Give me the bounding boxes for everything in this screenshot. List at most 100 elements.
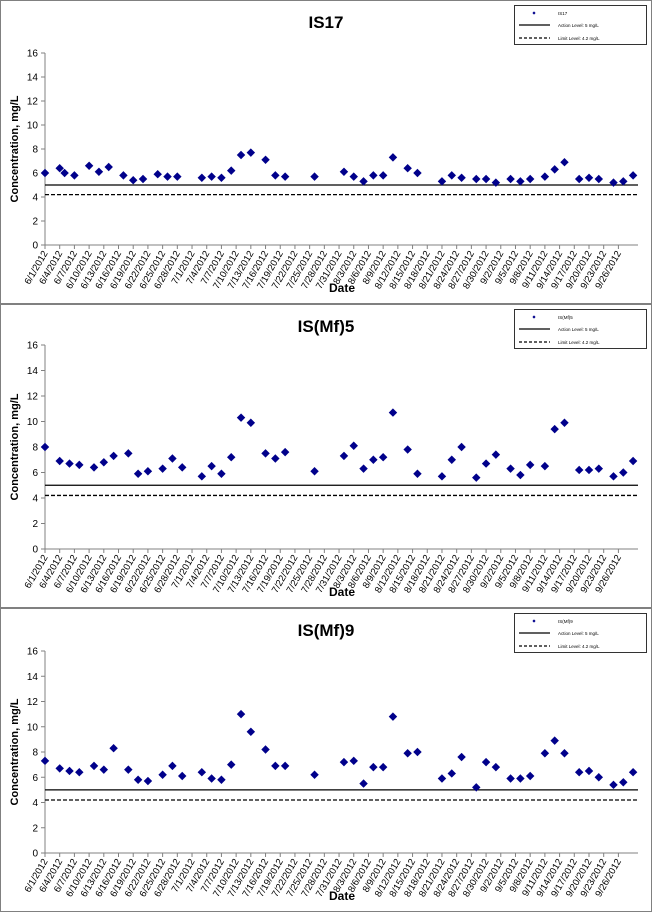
data-point	[619, 177, 628, 186]
data-point	[280, 172, 290, 181]
data-point	[84, 161, 94, 171]
y-tick-label: 6	[32, 773, 38, 784]
data-point	[472, 174, 481, 184]
y-tick-label: 10	[27, 121, 39, 132]
data-point	[173, 172, 182, 181]
data-point	[378, 762, 388, 772]
data-point	[177, 771, 187, 781]
y-tick-label: 12	[27, 392, 39, 403]
y-tick-label: 16	[27, 647, 39, 658]
data-point	[584, 465, 594, 475]
data-point	[168, 454, 177, 463]
data-point	[310, 467, 319, 476]
data-point	[109, 451, 118, 461]
y-tick-label: 0	[32, 241, 38, 252]
legend-action-label: Action Level: 5 mg/L	[558, 23, 599, 28]
data-point	[310, 172, 319, 181]
data-point	[236, 150, 246, 160]
data-point	[369, 455, 378, 464]
data-point	[207, 774, 216, 783]
y-tick-label: 14	[27, 73, 39, 84]
data-point	[472, 783, 481, 792]
data-point	[628, 171, 638, 180]
data-point	[369, 762, 378, 772]
data-point	[227, 760, 236, 769]
data-point	[506, 174, 515, 184]
data-point	[413, 168, 422, 178]
data-point	[339, 167, 349, 177]
data-point	[628, 456, 638, 466]
data-point	[619, 468, 628, 477]
y-tick-label: 12	[27, 97, 39, 108]
data-point	[55, 764, 64, 773]
data-point	[55, 163, 64, 173]
data-point	[261, 745, 270, 754]
legend-action-label: Action Level: 5 mg/L	[558, 327, 599, 332]
data-point	[388, 712, 398, 721]
data-point	[560, 157, 569, 167]
data-point	[217, 173, 226, 183]
data-point	[369, 171, 378, 180]
panel-border	[0, 0, 652, 304]
data-point	[550, 736, 559, 745]
data-point	[594, 174, 604, 184]
y-tick-label: 4	[32, 798, 38, 809]
data-point	[177, 463, 187, 472]
data-point	[124, 765, 133, 774]
y-tick-label: 2	[32, 217, 38, 228]
data-point	[89, 761, 99, 771]
x-axis-label: Date	[329, 281, 355, 295]
data-point	[619, 778, 628, 787]
data-point	[584, 766, 594, 776]
legend-series-label: IS17	[558, 11, 568, 16]
data-point	[457, 442, 466, 452]
y-tick-label: 8	[32, 443, 38, 454]
legend-marker	[532, 11, 536, 15]
data-point	[447, 769, 456, 778]
data-point	[65, 766, 74, 776]
chart-title: IS(Mf)9	[298, 621, 355, 640]
legend-limit-label: Limit Level: 4.2 mg/L	[558, 340, 600, 345]
data-point	[119, 171, 128, 180]
data-point	[437, 177, 447, 186]
data-point	[437, 472, 447, 481]
data-point	[70, 171, 79, 180]
y-tick-label: 8	[32, 145, 38, 156]
data-point	[207, 461, 216, 471]
data-point	[60, 168, 69, 178]
y-tick-label: 10	[27, 722, 39, 733]
data-point	[339, 451, 349, 461]
legend-series-label: IS(Mf)5	[558, 315, 573, 320]
data-point	[472, 473, 481, 482]
legend-marker	[532, 315, 536, 319]
data-point	[349, 441, 358, 450]
data-point	[403, 163, 412, 173]
data-point	[609, 178, 618, 187]
data-point	[525, 460, 535, 470]
y-tick-label: 2	[32, 519, 38, 530]
data-point	[457, 173, 466, 183]
data-point	[491, 450, 501, 459]
data-point	[359, 464, 368, 473]
data-point	[447, 171, 456, 180]
data-point	[124, 449, 133, 458]
data-point	[481, 459, 491, 468]
data-point	[359, 177, 368, 186]
data-point	[310, 770, 319, 779]
data-point	[133, 775, 143, 784]
data-point	[491, 178, 501, 187]
y-tick-label: 4	[32, 193, 38, 204]
y-tick-label: 16	[27, 341, 39, 352]
data-point	[574, 465, 584, 475]
x-axis-label: Date	[329, 585, 355, 599]
data-point	[236, 413, 246, 422]
data-point	[628, 767, 638, 777]
data-point	[89, 463, 99, 472]
y-tick-label: 0	[32, 849, 38, 860]
data-point	[516, 470, 525, 480]
data-point	[413, 747, 422, 757]
data-point	[481, 174, 491, 184]
